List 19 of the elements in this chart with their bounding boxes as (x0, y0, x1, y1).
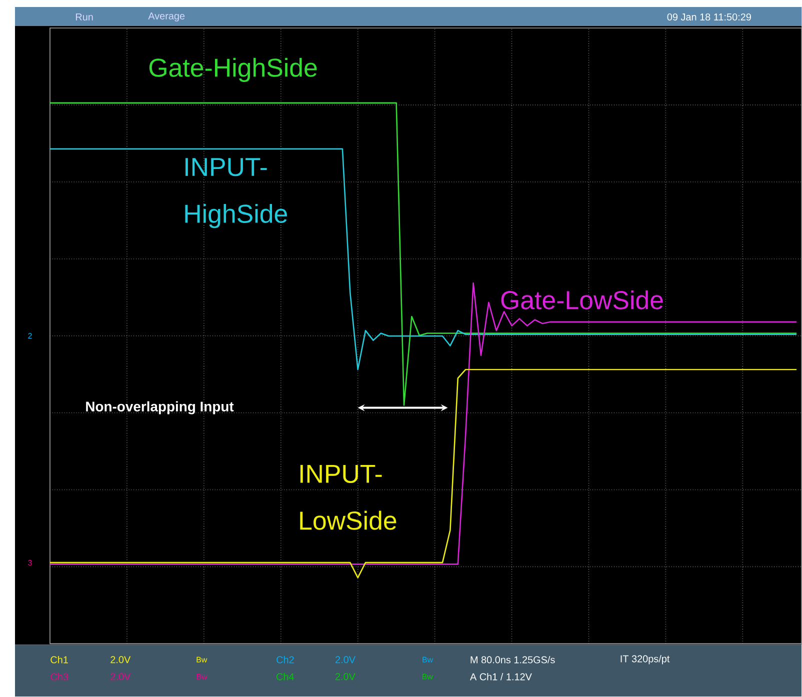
series-label: Gate-LowSide (501, 290, 663, 310)
series-label: INPUT-LowSide (300, 465, 396, 530)
series-label: INPUT-HighSide (185, 158, 287, 228)
text: 2.0V (336, 656, 356, 664)
text: 2.0V (110, 673, 131, 680)
text: Average (148, 12, 185, 22)
text: Run (76, 14, 93, 21)
text: A Ch1 / 1.12V (470, 673, 532, 680)
text: Ch4 (276, 673, 294, 680)
text: Ch1 (50, 656, 68, 664)
text: M 80.0ns 1.25GS/s (470, 656, 555, 664)
text: Ch3 (50, 673, 68, 680)
text: 2.0V (110, 656, 131, 664)
text: IT 320ps/pt (620, 655, 670, 664)
annotation: Non-overlapping Input (86, 401, 234, 414)
text: 2.0V (336, 673, 356, 680)
series-label: Gate-HighSide (149, 58, 317, 82)
text: 09 Jan 18 11:50:29 (667, 14, 751, 21)
text: Ch2 (276, 656, 294, 664)
